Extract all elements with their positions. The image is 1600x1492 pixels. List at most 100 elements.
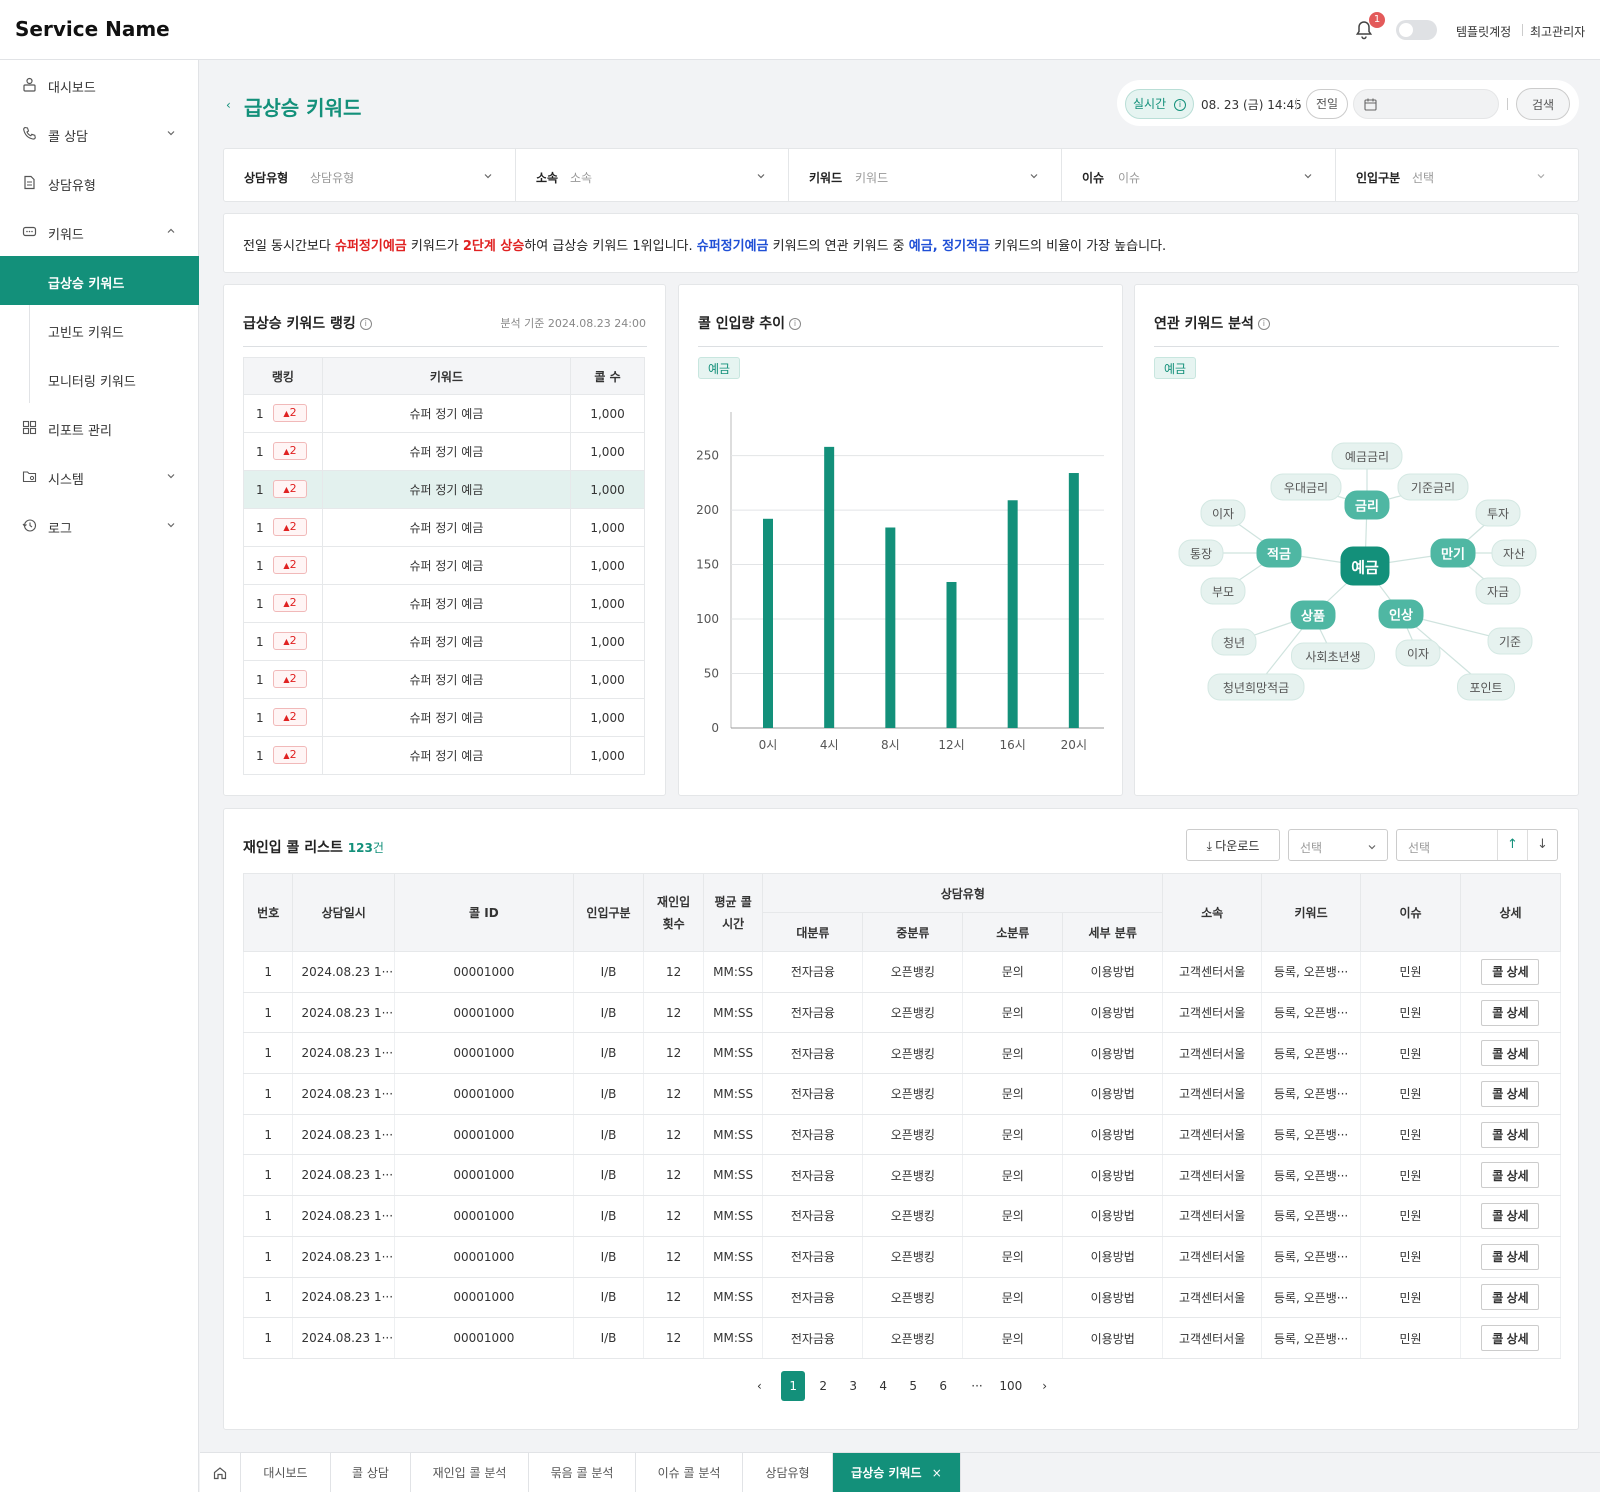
rank-number: 1 [256,711,264,725]
cell-keyword: 등록, 오픈뱅··· [1261,992,1362,1034]
ranking-row[interactable]: 1 ▲2 슈퍼 정기 예금 1,000 [243,698,645,737]
page-number-button[interactable]: 5 [909,1379,917,1393]
search-button[interactable]: 검색 [1516,88,1570,120]
cell-middle: 오픈뱅킹 [862,1073,964,1115]
col-middle: 중분류 [862,912,964,952]
date-picker-input[interactable] [1353,89,1499,119]
call-detail-button[interactable]: 콜 상세 [1481,1121,1540,1148]
page-number-button[interactable]: 1 [781,1371,806,1401]
service-name[interactable]: Service Name [15,17,170,41]
sidebar-item-log[interactable]: 로그 [0,501,199,550]
ranking-row[interactable]: 1 ▲2 슈퍼 정기 예금 1,000 [243,432,645,471]
cell-action: 콜 상세 [1459,951,1562,993]
sidebar-item-frequent-keyword[interactable]: 고빈도 키워드 [0,305,199,354]
close-icon[interactable]: × [931,1466,942,1480]
sidebar-item-call-consult[interactable]: 콜 상담 [0,109,199,158]
ranking-row[interactable]: 1 ▲2 슈퍼 정기 예금 1,000 [243,394,645,433]
last-page-button[interactable]: 100 [999,1379,1023,1393]
ranking-row[interactable]: 1 ▲2 슈퍼 정기 예금 1,000 [243,736,645,775]
node-shape [1430,538,1476,568]
divider [1296,98,1297,110]
call-detail-button[interactable]: 콜 상세 [1481,1284,1540,1311]
theme-toggle[interactable] [1396,20,1437,40]
filter-issue[interactable]: 이슈 이슈 [1062,149,1335,201]
chevron-down-icon [1537,174,1545,179]
rank-number: 1 [256,483,264,497]
x-tick-label: 8시 [881,738,900,752]
sidebar-item-keyword[interactable]: 키워드 [0,207,199,256]
sort-asc-button[interactable]: ↑ [1497,830,1527,860]
analysis-basis: 분석 기준 2024.08.23 24:00 [500,317,646,330]
reentry-card: 재인입 콜 리스트 123건 ⤓ 다운로드 선택 선택 ↑ ↓ 번호 상담일시 콜 … [223,808,1579,1430]
info-icon[interactable]: i [1257,318,1270,330]
tab-bundle-analysis[interactable]: 묶음 콜 분석 [529,1453,636,1492]
cell-minor: 문의 [962,1317,1064,1359]
primary-keyword-node: 상품 [1290,600,1336,630]
sidebar-item-consult-type[interactable]: 상담유형 [0,158,199,207]
node-label: 자금 [1487,585,1509,599]
call-detail-button[interactable]: 콜 상세 [1481,1162,1540,1189]
reentry-title: 재인입 콜 리스트 123건 [243,837,384,857]
ranking-row[interactable]: 1 ▲2 슈퍼 정기 예금 1,000 [243,622,645,661]
order-select[interactable]: 선택 ↑ ↓ [1396,829,1558,861]
back-icon[interactable]: ‹ [226,98,231,112]
next-page-button[interactable]: › [1042,1379,1048,1393]
page-number-button[interactable]: 6 [939,1379,947,1393]
download-button[interactable]: ⤓ 다운로드 [1186,829,1280,861]
tab-call-consult[interactable]: 콜 상담 [331,1453,411,1492]
tab-consult-type[interactable]: 상담유형 [743,1453,833,1492]
bell-icon[interactable] [1354,20,1374,40]
ranking-row[interactable]: 1 ▲2 슈퍼 정기 예금 1,000 [243,508,645,547]
cell-inbound: I/B [572,992,645,1034]
page-number-button[interactable]: 4 [879,1379,887,1393]
sidebar-item-rising-keyword[interactable]: 급상승 키워드 [0,256,199,305]
col-avg-time: 평균 콜 시간 [702,873,764,952]
change-value: 2 [289,748,297,761]
col-no: 번호 [242,873,294,952]
cell-keyword: 등록, 오픈뱅··· [1261,1154,1362,1197]
info-icon[interactable]: i [789,318,802,330]
call-detail-button[interactable]: 콜 상세 [1481,1202,1540,1229]
filter-department[interactable]: 소속 소속 [516,149,788,201]
page-number-button[interactable]: 2 [819,1379,827,1393]
cell-minor: 문의 [962,1236,1064,1278]
sidebar-item-monitoring-keyword[interactable]: 모니터링 키워드 [0,354,199,403]
call-detail-button[interactable]: 콜 상세 [1481,1040,1540,1067]
col-issue: 이슈 [1360,873,1461,952]
tab-rising-keyword[interactable]: 급상승 키워드 × [833,1453,961,1492]
header-line: 평균 콜 [714,894,752,909]
rank-number: 1 [256,635,264,649]
call-detail-button[interactable]: 콜 상세 [1481,999,1540,1026]
realtime-toggle[interactable]: 실시간 i [1125,89,1194,119]
filter-consult-type[interactable]: 상담유형 상담유형 [224,149,515,201]
filter-keyword[interactable]: 키워드 키워드 [789,149,1061,201]
tab-reentry-analysis[interactable]: 재인입 콜 분석 [411,1453,529,1492]
sidebar-item-dashboard[interactable]: 대시보드 [0,60,199,109]
reentry-title-text: 재인입 콜 리스트 [243,840,343,856]
filter-inbound-type[interactable]: 인입구분 선택 [1336,149,1578,201]
sidebar-item-system[interactable]: 시스템 [0,452,199,501]
ranking-row[interactable]: 1 ▲2 슈퍼 정기 예금 1,000 [243,584,645,623]
call-detail-button[interactable]: 콜 상세 [1481,1243,1540,1270]
info-icon[interactable]: i [359,318,372,330]
sort-select[interactable]: 선택 [1288,829,1388,861]
call-detail-button[interactable]: 콜 상세 [1481,958,1540,985]
prev-page-button[interactable]: ‹ [756,1379,762,1393]
bar [1068,473,1079,728]
tab-issue-analysis[interactable]: 이슈 콜 분석 [636,1453,743,1492]
sidebar-item-report[interactable]: 리포트 관리 [0,403,199,452]
account-name[interactable]: 템플릿계정 [1456,25,1512,39]
ranking-row[interactable]: 1 ▲2 슈퍼 정기 예금 1,000 [243,546,645,585]
node-shape [1200,577,1246,605]
prev-day-button[interactable]: 전일 [1306,89,1348,119]
home-tab[interactable] [200,1453,241,1492]
ranking-row[interactable]: 1 ▲2 슈퍼 정기 예금 1,000 [243,470,645,509]
page-number-button[interactable]: 3 [849,1379,857,1393]
ranking-row[interactable]: 1 ▲2 슈퍼 정기 예금 1,000 [243,660,645,699]
ranking-table: 랭킹 키워드 콜 수 1 ▲2 슈퍼 정기 예금 1,000 1 ▲2 슈퍼 정기 예금 1,… [243,357,645,775]
cell-detail: 이용방법 [1062,1236,1164,1278]
sort-desc-button[interactable]: ↓ [1527,830,1557,860]
call-detail-button[interactable]: 콜 상세 [1481,1080,1540,1107]
tab-dashboard[interactable]: 대시보드 [241,1453,331,1492]
call-detail-button[interactable]: 콜 상세 [1481,1325,1540,1352]
